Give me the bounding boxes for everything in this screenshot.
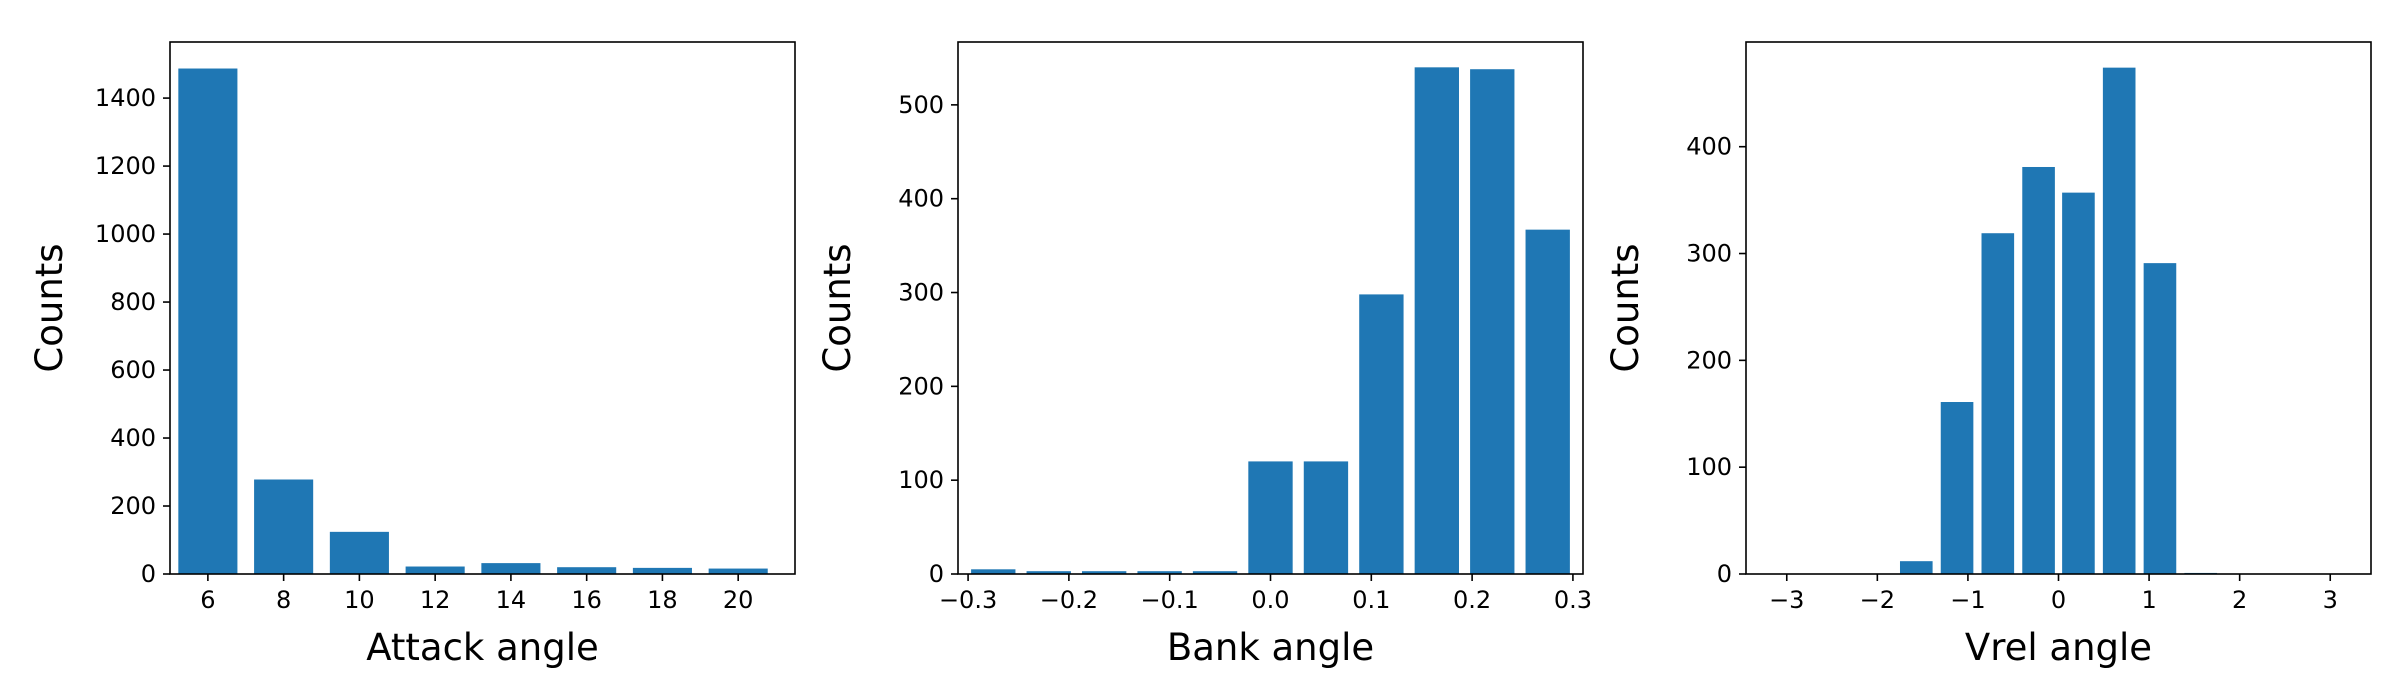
chart-3-bar-2: [1940, 402, 1974, 574]
chart-2-y-tick-label-3: 200: [898, 372, 944, 400]
chart-2-x-tick-label-6: 0.2: [1453, 586, 1491, 614]
chart-3-x-tick-label-4: 0: [2051, 586, 2066, 614]
chart-1-bar-3: [329, 531, 389, 574]
chart-1-bar-4: [405, 566, 465, 574]
chart-3-bar-5: [2062, 192, 2095, 574]
chart-3-y-tick-label-3: 200: [1686, 346, 1732, 374]
chart-2-x-tick-label-4: 0.0: [1251, 586, 1289, 614]
chart-2-bar-5: [1192, 571, 1238, 574]
chart-1-x-tick-label-7: 18: [647, 586, 678, 614]
chart-3-bar-7: [2143, 263, 2177, 574]
chart-1: 6 8 10 12 14 16 18 200200400600800100012001400A…: [28, 41, 796, 669]
chart-3-x-tick-label-1: −3: [1769, 586, 1804, 614]
chart-1-y-tick-label-7: 1200: [95, 152, 156, 180]
chart-2-bar-7: [1303, 461, 1349, 574]
chart-1-axes-frame: [169, 41, 796, 575]
chart-1-x-tick-label-2: 8: [276, 586, 291, 614]
chart-2-bar-9: [1414, 67, 1459, 574]
chart-3-bar-3: [1981, 233, 2015, 574]
chart-1-bar-8: [708, 568, 768, 574]
chart-1-x-tick-label-8: 20: [723, 586, 754, 614]
chart-1-x-tick-label-1: 6: [200, 586, 215, 614]
chart-1-y-tick-label-6: 1000: [95, 220, 156, 248]
chart-1-bar-1: [178, 68, 238, 575]
chart-2-x-tick-label-1: −0.3: [939, 586, 997, 614]
chart-1-bar-6: [557, 567, 617, 574]
chart-2-y-tick-label-4: 300: [898, 279, 944, 307]
chart-2-x-tick-label-2: −0.2: [1040, 586, 1098, 614]
chart-3-bar-4: [2022, 166, 2055, 575]
chart-2-x-tick-label-3: −0.1: [1141, 586, 1199, 614]
chart-3-y-tick-label-5: 400: [1686, 133, 1732, 161]
chart-2-y-tick-label-6: 500: [898, 91, 944, 119]
chart-2-bar-11: [1525, 229, 1570, 574]
chart-2-bar-2: [1026, 571, 1071, 574]
chart-2-bar-1: [971, 569, 1016, 574]
chart-1-x-tick-label-4: 12: [420, 586, 451, 614]
chart-2-bar-6: [1248, 461, 1293, 574]
chart-2-bar-3: [1081, 571, 1127, 574]
chart-3-x-tick-label-3: −1: [1950, 586, 1985, 614]
chart-2: −0.3 −0.2 −0.1 0.0 0.1 0.2 0.3 0 100 200 300 400 500…: [816, 41, 1592, 669]
chart-3-x-tick-label-7: 3: [2323, 586, 2338, 614]
chart-1-y-tick-label-5: 800: [110, 288, 156, 316]
chart-2-y-tick-label-1: 0: [929, 560, 944, 588]
chart-2-x-axis-label: Bank angle: [1167, 626, 1374, 669]
chart-3-x-tick-label-2: −2: [1860, 586, 1895, 614]
chart-3-x-axis-label: Vrel angle: [1965, 626, 2152, 669]
chart-3-x-tick-label-6: 2: [2232, 586, 2247, 614]
chart-3-bar-1: [1899, 561, 1933, 574]
chart-2-y-axis-label: Counts: [816, 243, 859, 372]
chart-3: −3 −2 −1 0 1 2 3 0 100 200 300 400 Vrel angle Counts: [1604, 41, 2372, 669]
chart-3-axes-frame: [1745, 41, 2372, 575]
chart-1-x-axis-label: Attack angle: [366, 626, 599, 669]
chart-1-y-tick-label-4: 600: [110, 356, 156, 384]
chart-1-y-tick-label-3: 400: [110, 424, 156, 452]
chart-3-y-tick-label-4: 300: [1686, 240, 1732, 268]
chart-1-y-tick-label-2: 200: [110, 492, 156, 520]
chart-1-bar-2: [254, 479, 314, 574]
chart-2-y-tick-label-2: 100: [898, 466, 944, 494]
chart-1-bar-7: [632, 567, 692, 574]
chart-1-x-tick-label-5: 14: [496, 586, 527, 614]
chart-1-y-tick-label-1: 0: [141, 560, 156, 588]
chart-2-bar-4: [1137, 571, 1182, 574]
chart-2-x-tick-label-7: 0.3: [1554, 586, 1592, 614]
chart-3-x-tick-label-5: 1: [2141, 586, 2156, 614]
chart-3-y-tick-label-2: 100: [1686, 453, 1732, 481]
chart-2-bar-8: [1359, 294, 1404, 574]
chart-2-y-tick-label-5: 400: [898, 185, 944, 213]
chart-2-bar-10: [1470, 69, 1515, 575]
chart-3-y-tick-label-1: 0: [1717, 560, 1732, 588]
chart-1-x-tick-label-3: 10: [344, 586, 375, 614]
chart-1-x-tick-label-6: 16: [571, 586, 602, 614]
chart-3-y-axis-label: Counts: [1604, 243, 1647, 372]
chart-2-x-tick-label-5: 0.1: [1352, 586, 1390, 614]
chart-1-y-axis-label: Counts: [28, 243, 71, 372]
chart-3-bar-6: [2102, 67, 2136, 574]
chart-1-y-tick-label-8: 1400: [95, 84, 156, 112]
chart-1-bar-5: [481, 563, 541, 574]
